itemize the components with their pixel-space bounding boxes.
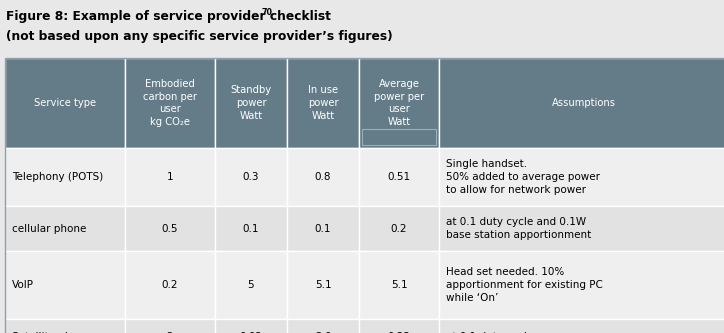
Bar — [359, 58, 439, 148]
Bar — [215, 58, 287, 148]
Bar — [359, 319, 439, 333]
Text: Satellite phone: Satellite phone — [12, 332, 91, 333]
Text: Telephony (POTS): Telephony (POTS) — [12, 172, 104, 182]
Text: 0.1: 0.1 — [315, 223, 332, 233]
Bar — [5, 148, 125, 206]
Text: Embodied
carbon per
user
kg CO₂e: Embodied carbon per user kg CO₂e — [143, 79, 197, 127]
Text: 5.1: 5.1 — [315, 280, 332, 290]
Bar — [359, 251, 439, 319]
Text: 2.0: 2.0 — [315, 332, 332, 333]
Text: 2: 2 — [167, 332, 173, 333]
Bar — [0, 0, 724, 58]
Text: 5.1: 5.1 — [391, 280, 408, 290]
Bar — [359, 148, 439, 206]
Bar — [215, 148, 287, 206]
Text: Service type: Service type — [34, 98, 96, 108]
Bar — [5, 58, 125, 148]
Text: VoIP: VoIP — [12, 280, 34, 290]
Text: 0.2: 0.2 — [161, 280, 178, 290]
Text: Assumptions: Assumptions — [552, 98, 616, 108]
Bar — [439, 58, 724, 148]
Text: 0.8: 0.8 — [315, 172, 332, 182]
Bar — [439, 148, 724, 206]
Bar — [125, 58, 215, 148]
Bar — [439, 319, 724, 333]
Bar — [287, 58, 359, 148]
Bar — [287, 148, 359, 206]
Text: 1: 1 — [167, 172, 173, 182]
Text: 0.02: 0.02 — [240, 332, 263, 333]
Bar — [125, 148, 215, 206]
Bar — [215, 251, 287, 319]
Bar — [5, 319, 125, 333]
Text: at 0.1 duty cycle: at 0.1 duty cycle — [446, 332, 534, 333]
Bar — [215, 206, 287, 251]
Bar — [287, 206, 359, 251]
Text: at 0.1 duty cycle and 0.1W
base station apportionment: at 0.1 duty cycle and 0.1W base station … — [446, 217, 592, 240]
Bar — [439, 206, 724, 251]
Bar — [5, 58, 724, 333]
Bar — [362, 129, 436, 145]
Text: 0.3: 0.3 — [243, 172, 259, 182]
Text: Standby
power
Watt: Standby power Watt — [230, 85, 272, 121]
Bar — [215, 319, 287, 333]
Text: Single handset.
50% added to average power
to allow for network power: Single handset. 50% added to average pow… — [446, 159, 600, 195]
Text: 0.51: 0.51 — [387, 172, 411, 182]
Bar — [359, 206, 439, 251]
Text: 70: 70 — [262, 8, 273, 17]
Text: 0.2: 0.2 — [391, 223, 407, 233]
Bar — [125, 251, 215, 319]
Bar — [125, 319, 215, 333]
Text: Head set needed. 10%
apportionment for existing PC
while ‘On’: Head set needed. 10% apportionment for e… — [446, 267, 603, 303]
Text: 0.5: 0.5 — [161, 223, 178, 233]
Bar — [5, 206, 125, 251]
Text: 0.1: 0.1 — [243, 223, 259, 233]
Text: In use
power
Watt: In use power Watt — [308, 85, 338, 121]
Bar — [125, 206, 215, 251]
Bar — [287, 319, 359, 333]
Text: Average
power per
user
Watt: Average power per user Watt — [374, 79, 424, 127]
Bar — [439, 251, 724, 319]
Text: (not based upon any specific service provider’s figures): (not based upon any specific service pro… — [6, 30, 392, 43]
Text: 5: 5 — [248, 280, 254, 290]
Text: Figure 8: Example of service provider checklist: Figure 8: Example of service provider ch… — [6, 10, 331, 23]
Bar — [5, 251, 125, 319]
Text: 0.22: 0.22 — [387, 332, 411, 333]
Text: cellular phone: cellular phone — [12, 223, 86, 233]
Bar — [287, 251, 359, 319]
